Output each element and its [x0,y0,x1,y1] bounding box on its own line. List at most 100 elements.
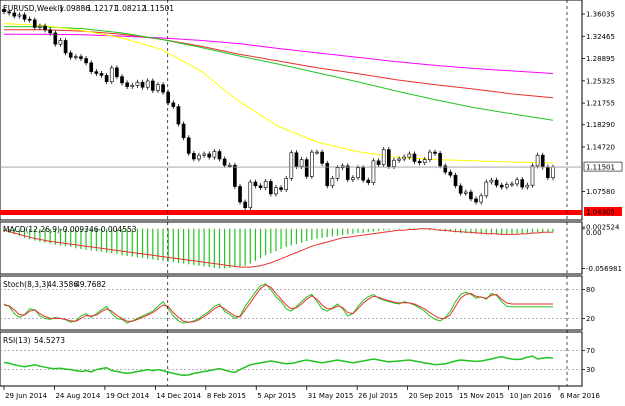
candle [222,156,227,168]
stochastic-panel-frame [0,275,583,331]
candle-body [525,184,530,188]
candle [79,54,83,62]
candle-body [32,19,37,28]
candle-body [540,154,545,168]
candle-body [94,71,99,74]
price-open-label: 1.09886 [59,4,90,13]
candle [253,179,258,189]
candle-body [412,153,417,162]
price-tick-label: 1.18290 [586,121,615,129]
candle-body [43,25,47,31]
time-tick-label: 8 Feb 2015 [207,392,246,400]
candle [351,175,355,183]
candle-body [407,153,412,158]
candle [402,154,407,162]
price-tick-label: 1.21755 [586,100,615,108]
candle [310,149,314,179]
candle [330,175,335,189]
time-axis: 29 Jun 2014 24 Aug 2014 19 Oct 2014 14 Dec … [0,385,600,400]
candle-body [212,151,217,158]
candle [43,23,47,33]
moving-average-0 [4,33,554,74]
price-tick-label: 1.07580 [586,188,615,196]
candle-body [428,151,432,160]
candle [345,163,350,183]
candle [438,150,442,169]
stochastic-tick-label: 80 [586,286,595,294]
time-tick-label: 6 Mar 2016 [560,392,600,400]
candle [233,162,237,189]
macd-header: MACD(12,26,9) -0.009346 -0.004553 [3,225,137,234]
candle [104,72,109,85]
candle-body [140,81,145,88]
stochastic-name-label: Stoch(8,3,3) [3,280,49,289]
candle [130,82,135,90]
candle-body [484,181,489,197]
candle-body [330,178,335,187]
candle [356,165,360,181]
candle-body [315,151,319,154]
candle [520,177,525,190]
candle [525,182,530,190]
candle-body [192,153,196,160]
candle-body [392,159,396,167]
candle [32,17,37,30]
candle-body [7,11,11,14]
candle [510,181,514,188]
candle [274,185,278,197]
candle-body [197,154,201,160]
candle-body [150,80,155,91]
candle-body [279,187,283,190]
candle [156,82,160,93]
candle-body [371,160,376,183]
candle-body [479,195,483,203]
candle-body [181,123,186,139]
rsi-line [3,355,554,377]
time-tick-label: 24 Aug 2014 [55,392,100,400]
candle [166,89,171,106]
macd-panel: MACD(12,26,9) -0.009346 -0.004553 0.0025… [0,221,622,275]
candle [489,177,494,185]
candle [207,151,212,160]
candle [443,163,448,175]
candle [140,79,145,90]
candle-body [74,56,78,58]
candle [58,37,63,47]
candle [422,157,427,166]
macd-tick-label: 0.00 [586,229,602,237]
candle-body [217,151,222,160]
candle-body [161,84,165,93]
candle-body [433,151,437,154]
candle-body [551,166,555,178]
candle [294,150,299,169]
candle [412,151,417,164]
time-tick-label: 14 Dec 2014 [156,392,201,400]
candle-body [397,158,401,161]
candle-body [463,191,468,194]
low-price-bar [0,210,582,215]
candle-body [530,165,535,186]
price-tick-label: 1.25325 [586,77,615,85]
candle-body [284,178,289,190]
rsi-value-label: 54.5273 [34,336,65,345]
candle [258,183,263,191]
macd-panel-frame [0,221,583,275]
candle-body [22,14,27,20]
candle [135,79,140,88]
candle-body [386,149,391,167]
candle-body [79,56,83,59]
price-tick-label: 1.36035 [586,11,615,19]
price-y-axis: 1.36035 1.32465 1.28895 1.25325 1.21755 1.182… [582,11,623,216]
candlesticks [2,6,555,211]
candle-body [356,167,360,178]
candle [89,60,94,75]
candle [84,56,88,66]
candle-body [546,166,550,178]
candle [38,23,42,30]
candle-body [89,62,94,72]
candle-body [489,179,494,183]
time-tick-label: 20 Sep 2015 [409,392,453,400]
